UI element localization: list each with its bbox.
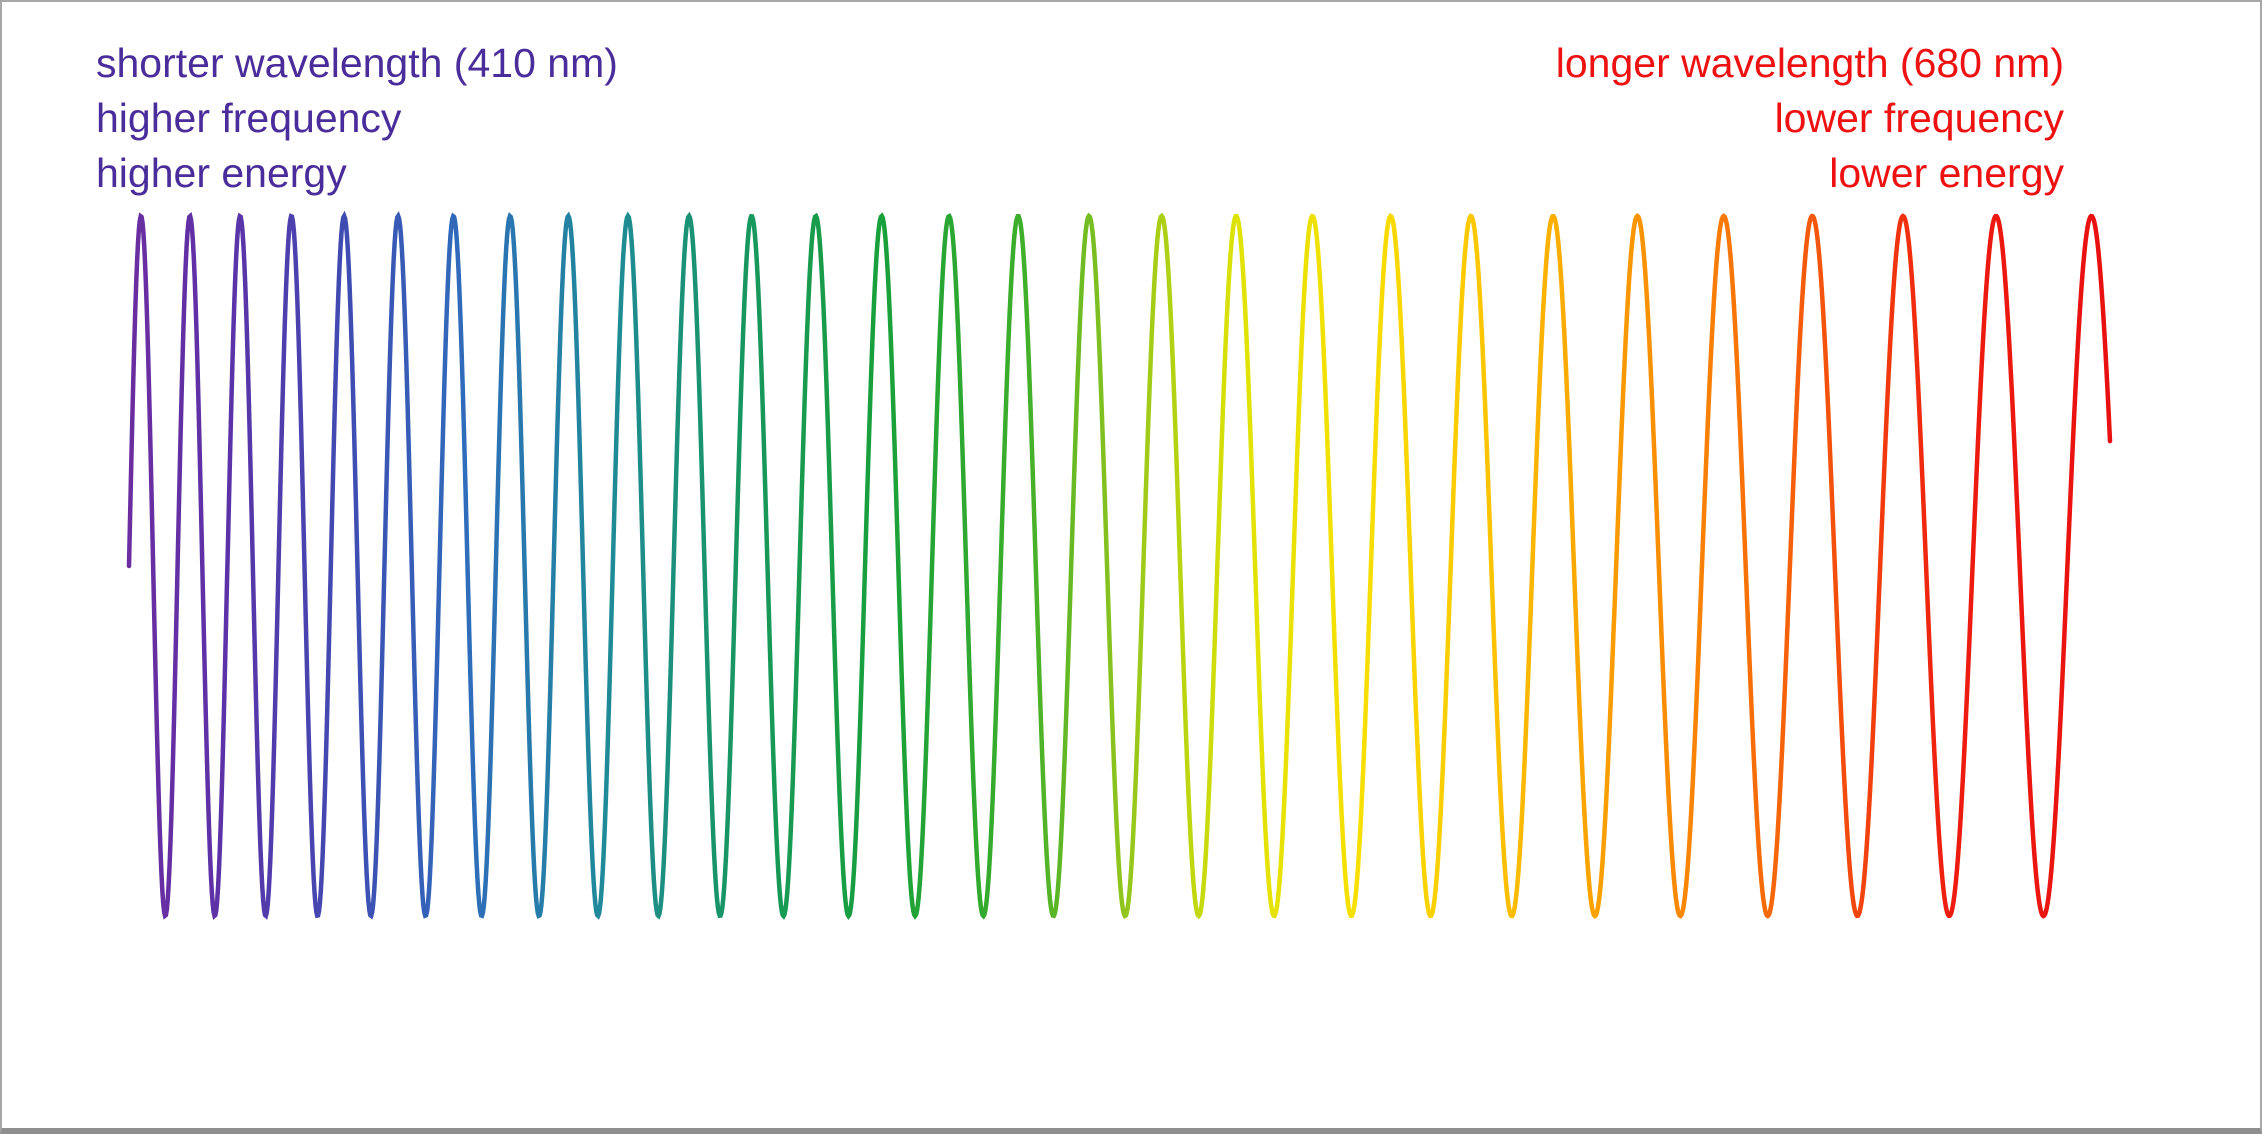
label-line: longer wavelength (680 nm) (1555, 40, 2064, 86)
label-line: lower energy (1829, 150, 2064, 196)
label-line: lower frequency (1774, 95, 2064, 141)
long-wavelength-label: longer wavelength (680 nm) lower frequen… (1556, 36, 2064, 201)
short-wavelength-label: shorter wavelength (410 nm) higher frequ… (96, 36, 618, 201)
wave-path (126, 210, 2113, 920)
label-line: higher energy (96, 150, 347, 196)
label-line: higher frequency (96, 95, 402, 141)
label-line: shorter wavelength (410 nm) (96, 40, 618, 86)
